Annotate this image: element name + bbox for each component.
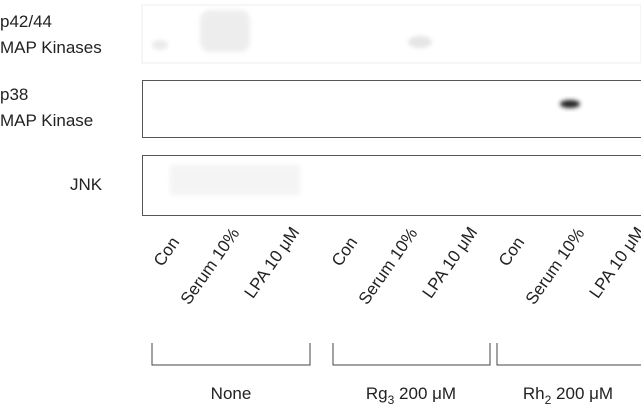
group-label-main: None <box>211 384 252 403</box>
lane-label: Serum 10% <box>355 224 422 308</box>
blot-panel <box>142 5 641 63</box>
group-bracket <box>497 343 641 365</box>
group-bracket <box>333 343 490 365</box>
row-label: MAP Kinases <box>0 38 102 57</box>
lane-label: LPA 10 μM <box>586 223 641 301</box>
group-bracket <box>152 343 310 365</box>
row-label: JNK <box>70 175 103 194</box>
row-label: p38 <box>0 85 28 104</box>
group-label-main: Rg <box>366 384 388 403</box>
group-label-main: Rh <box>523 384 545 403</box>
lane-label: Serum 10% <box>177 224 244 308</box>
blot-panel <box>143 81 641 138</box>
group-label: Rh2 200 μM <box>523 384 613 406</box>
lane-label: Serum 10% <box>522 224 589 308</box>
row-label: MAP Kinase <box>0 111 93 130</box>
lane-label: LPA 10 μM <box>419 223 482 301</box>
lane-label: Con <box>495 233 528 269</box>
lane-label: LPA 10 μM <box>241 223 304 301</box>
group-label: Rg3 200 μM <box>366 384 456 406</box>
blot-panel <box>143 156 641 216</box>
group-label-rest: 200 μM <box>551 384 613 403</box>
blot-figure: p42/44 MAP Kinases p38 MAP Kinase JNK Co… <box>0 0 641 406</box>
row-label: p42/44 <box>0 12 52 31</box>
group-label-rest: 200 μM <box>394 384 456 403</box>
lane-label: Con <box>150 233 183 269</box>
group-label: None <box>211 384 252 403</box>
lane-label: Con <box>328 233 361 269</box>
